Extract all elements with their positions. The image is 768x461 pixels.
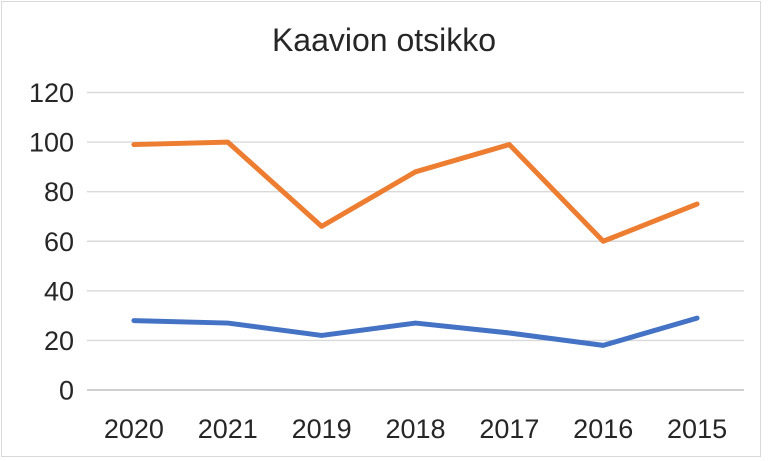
y-tick-label: 20: [44, 326, 74, 356]
y-tick-label: 100: [29, 128, 74, 158]
chart-title: Kaavion otsikko: [271, 22, 497, 58]
x-tick-label: 2019: [292, 414, 352, 444]
x-tick-label: 2020: [104, 414, 164, 444]
y-tick-label: 60: [44, 227, 74, 257]
x-tick-label: 2021: [198, 414, 258, 444]
y-tick-label: 80: [44, 177, 74, 207]
x-tick-label: 2016: [573, 414, 633, 444]
x-tick-label: 2017: [479, 414, 539, 444]
y-tick-label: 40: [44, 276, 74, 306]
y-tick-label: 0: [59, 376, 74, 406]
x-tick-label: 2015: [667, 414, 727, 444]
series-line-blue[interactable]: [131, 315, 700, 348]
series-line-orange[interactable]: [131, 139, 700, 244]
x-tick-label: 2018: [385, 414, 445, 444]
y-tick-label: 120: [29, 78, 74, 108]
